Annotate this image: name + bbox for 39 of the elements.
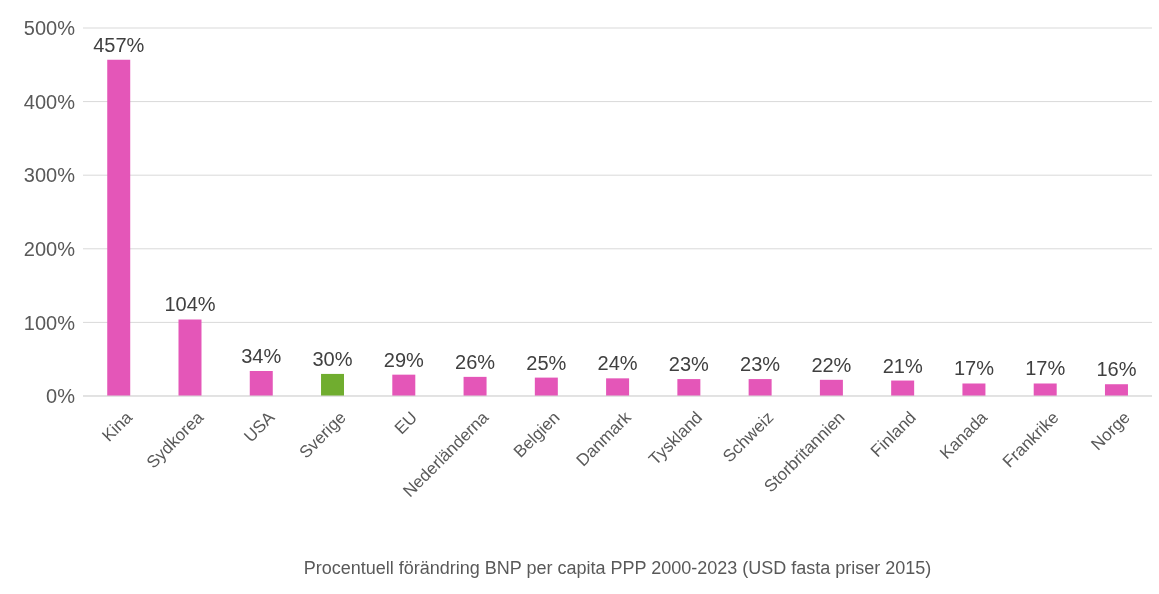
bar — [606, 378, 630, 396]
data-label: 34% — [241, 344, 282, 367]
bar — [249, 370, 273, 396]
data-label: 104% — [164, 293, 216, 316]
data-label: 22% — [811, 353, 852, 376]
bar — [321, 373, 345, 396]
bar — [392, 374, 416, 396]
y-tick-label: 200% — [23, 237, 76, 260]
bar — [962, 383, 986, 396]
data-label: 25% — [526, 351, 567, 374]
data-label: 457% — [93, 33, 145, 56]
data-label: 23% — [740, 353, 781, 376]
bar — [819, 379, 843, 396]
x-tick-label: Kina — [98, 407, 137, 446]
y-tick-label: 0% — [46, 385, 76, 408]
data-label: 24% — [597, 352, 638, 375]
x-axis-title: Procentuell förändring BNP per capita PPP 2000-2023 (USD fasta priser 2015) — [303, 558, 932, 578]
data-label: 16% — [1096, 358, 1137, 381]
data-label: 17% — [1025, 357, 1066, 380]
y-tick-label: 100% — [23, 311, 76, 334]
bar — [1104, 384, 1128, 396]
bar — [748, 379, 772, 396]
bar — [891, 380, 915, 396]
data-label: 21% — [882, 354, 923, 377]
y-tick-label: 400% — [23, 90, 76, 113]
bar — [677, 379, 701, 396]
data-label: 17% — [953, 357, 995, 380]
y-tick-label: 300% — [23, 164, 76, 187]
data-label: 30% — [312, 347, 353, 370]
data-label: 23% — [668, 353, 710, 376]
bar — [463, 376, 487, 396]
bar — [1033, 383, 1057, 396]
bar — [107, 59, 131, 396]
data-label: 26% — [455, 350, 496, 373]
data-label: 29% — [383, 348, 425, 371]
bar — [178, 319, 202, 396]
bar — [534, 377, 558, 396]
y-tick-label: 500% — [23, 17, 76, 40]
x-tick-label: USA — [240, 407, 279, 447]
